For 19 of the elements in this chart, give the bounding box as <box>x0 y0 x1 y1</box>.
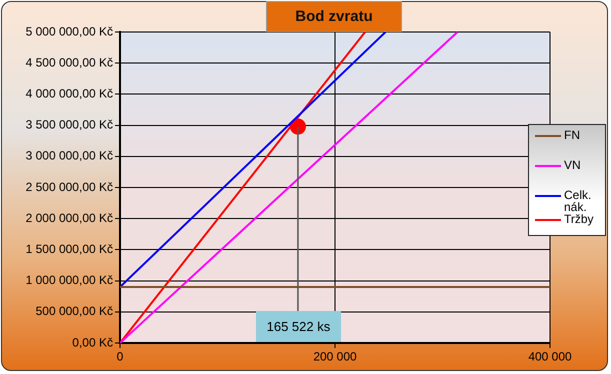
y-tick-label: 2 000 000,00 Kč <box>26 210 113 225</box>
legend-label: FN <box>564 128 581 142</box>
x-tick-label: 400 000 <box>528 350 572 364</box>
y-tick-label: 0,00 Kč <box>72 335 113 350</box>
legend-label: VN <box>564 158 582 172</box>
y-tick-label: 3 000 000,00 Kč <box>26 148 113 163</box>
y-tick-label: 1 000 000,00 Kč <box>26 273 113 288</box>
annotation: 165 522 ks <box>256 311 341 342</box>
y-tick-label: 3 500 000,00 Kč <box>26 118 113 132</box>
x-tick-label: 200 000 <box>313 350 358 364</box>
x-tick-label: 0 <box>116 350 124 364</box>
y-tick-label: 2 500 000,00 Kč <box>26 180 113 194</box>
y-tick-label: 5 000 000,00 Kč <box>26 24 113 38</box>
y-tick-label: 500 000,00 Kč <box>36 304 113 318</box>
legend-label: Tržby <box>564 212 595 226</box>
y-tick-label: 4 000 000,00 Kč <box>26 86 113 101</box>
y-tick-label: 1 500 000,00 Kč <box>26 242 113 256</box>
y-tick-label: 4 500 000,00 Kč <box>26 55 113 70</box>
legend-label: Celk. nák. <box>564 188 592 214</box>
